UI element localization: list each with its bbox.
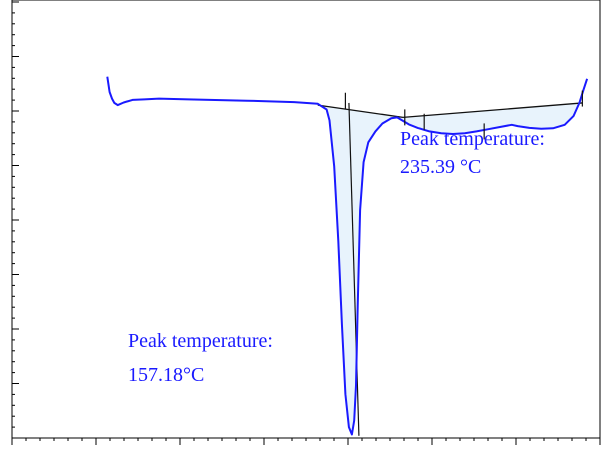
integration-baselines xyxy=(317,102,583,119)
plot-frame xyxy=(11,0,601,439)
peak-annotation-2-value: 235.39 °C xyxy=(400,156,482,178)
peak-area-fill-2 xyxy=(403,102,583,135)
peak-annotation-1: Peak temperature: 157.18°C xyxy=(128,328,273,388)
baseline-1 xyxy=(317,104,404,119)
baseline-2 xyxy=(402,102,583,119)
y-axis-ticks xyxy=(12,1,19,439)
peak-annotation-2-label: Peak temperature: xyxy=(400,128,545,150)
peak-annotation-1-label: Peak temperature: xyxy=(128,330,273,352)
peak-line-1 xyxy=(348,102,360,436)
heat-flow-line xyxy=(106,76,589,436)
peak-drop-lines xyxy=(348,102,360,436)
integration-limit-markers xyxy=(344,90,583,140)
peak-area-fills xyxy=(317,102,583,435)
peak-annotation-2: Peak temperature: 235.39 °C xyxy=(400,126,545,180)
peak-area-fill-1 xyxy=(317,103,404,435)
peak-annotation-1-value: 157.18°C xyxy=(128,364,205,386)
heat-flow-curve xyxy=(106,76,589,436)
x-axis-ticks xyxy=(11,438,601,445)
